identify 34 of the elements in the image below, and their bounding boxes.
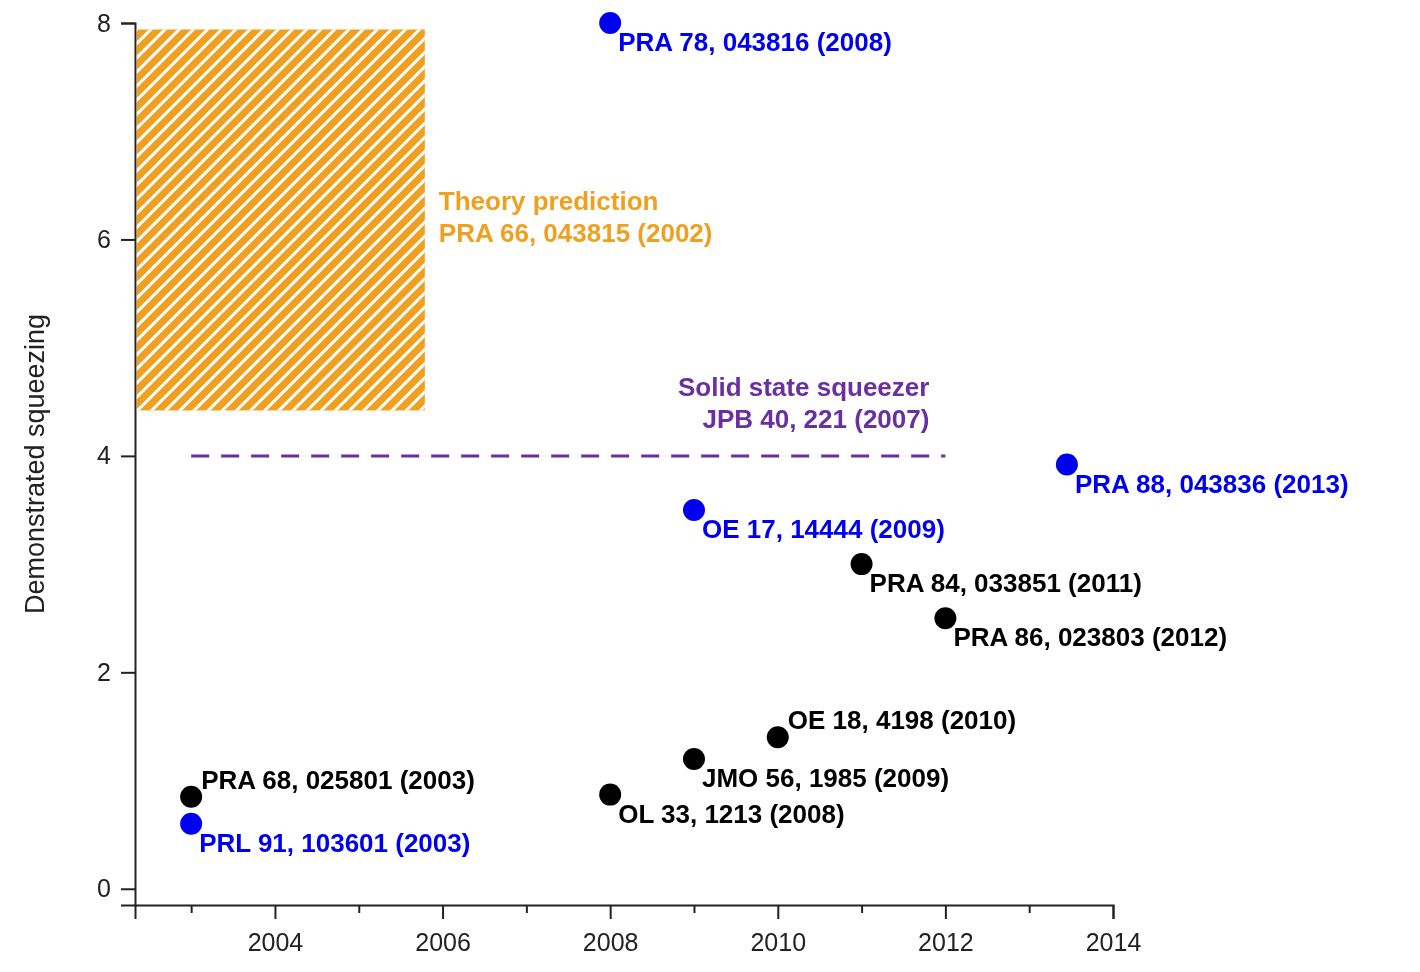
- y-tick-label: 8: [97, 8, 111, 37]
- point: [934, 607, 957, 630]
- x-tick-label: 2006: [415, 927, 471, 956]
- point: [682, 747, 705, 770]
- data-label: PRA 84, 033851 (2011): [869, 568, 1142, 599]
- data-label: PRA 88, 043836 (2013): [1074, 468, 1349, 499]
- y-axis-title: Demonstrated squeezing: [20, 313, 50, 615]
- data-label: OE 18, 4198 (2010): [787, 705, 1017, 736]
- y-tick-label: 6: [97, 224, 111, 253]
- x-tick-label: 2004: [247, 927, 304, 956]
- x-tick-label: 2012: [918, 927, 974, 956]
- y-tick-label: 2: [97, 657, 111, 686]
- data-label: PRA 86, 023803 (2012): [953, 622, 1228, 653]
- data-label: OL 33, 1213 (2008): [618, 798, 845, 829]
- series-label: Theory prediction PRA 66, 043815 (2002): [438, 185, 713, 248]
- point: [180, 812, 203, 835]
- x-tick-label: 2014: [1085, 927, 1142, 956]
- data-label: PRA 78, 043816 (2008): [618, 27, 892, 57]
- point: [850, 553, 873, 576]
- point: [1055, 453, 1078, 476]
- x-tick-label: 2010: [750, 927, 807, 956]
- x-tick-label: 2008: [582, 927, 639, 956]
- point: [180, 785, 203, 808]
- y-tick-label: 4: [97, 441, 112, 470]
- data-label: PRA 68, 025801 (2003): [201, 764, 475, 795]
- data-label: JMO 56, 1985 (2009): [701, 762, 950, 793]
- data-label: PRL 91, 103601 (2003): [199, 827, 471, 858]
- data-label: OE 17, 14444 (2009): [701, 513, 945, 544]
- point: [599, 783, 622, 806]
- point: [682, 499, 705, 521]
- series-label: Solid state squeezer JPB 40, 221 (2007): [677, 371, 930, 434]
- point: [599, 12, 622, 34]
- point: [766, 726, 789, 749]
- y-tick-label: 0: [97, 874, 111, 903]
